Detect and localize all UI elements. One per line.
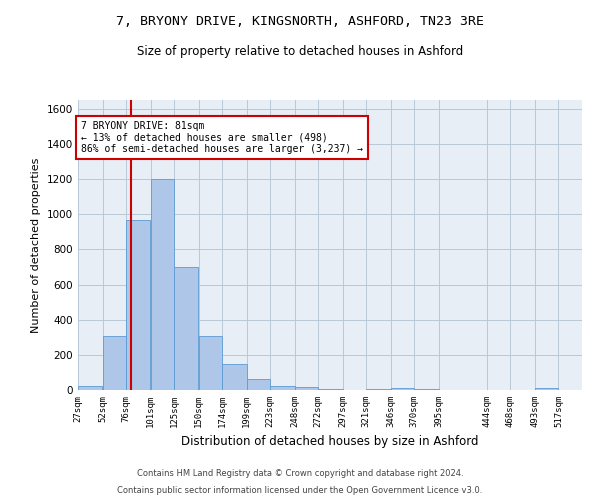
Text: 7 BRYONY DRIVE: 81sqm
← 13% of detached houses are smaller (498)
86% of semi-det: 7 BRYONY DRIVE: 81sqm ← 13% of detached …	[81, 121, 363, 154]
Bar	[103, 336, 126, 390]
Text: 7, BRYONY DRIVE, KINGSNORTH, ASHFORD, TN23 3RE: 7, BRYONY DRIVE, KINGSNORTH, ASHFORD, TN…	[116, 15, 484, 28]
Bar	[535, 388, 559, 390]
Bar	[367, 389, 391, 390]
Bar	[151, 179, 174, 390]
X-axis label: Distribution of detached houses by size in Ashford: Distribution of detached houses by size …	[181, 436, 479, 448]
Text: Contains public sector information licensed under the Open Government Licence v3: Contains public sector information licen…	[118, 486, 482, 495]
Bar	[319, 389, 343, 390]
Bar	[199, 336, 222, 390]
Bar	[126, 220, 151, 390]
Bar	[174, 267, 199, 390]
Bar	[391, 388, 414, 390]
Text: Size of property relative to detached houses in Ashford: Size of property relative to detached ho…	[137, 45, 463, 58]
Bar	[271, 386, 295, 390]
Y-axis label: Number of detached properties: Number of detached properties	[31, 158, 41, 332]
Bar	[222, 364, 247, 390]
Bar	[78, 386, 103, 390]
Bar	[247, 378, 270, 390]
Text: Contains HM Land Registry data © Crown copyright and database right 2024.: Contains HM Land Registry data © Crown c…	[137, 468, 463, 477]
Bar	[295, 388, 318, 390]
